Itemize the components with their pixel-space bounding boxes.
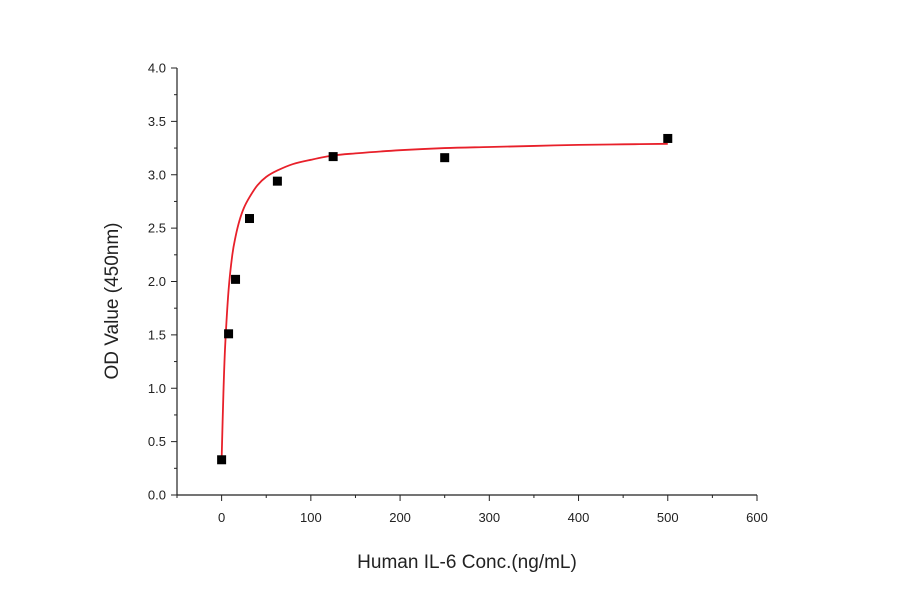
y-tick-label: 2.0 — [148, 274, 166, 289]
data-point — [217, 455, 227, 465]
data-point — [440, 153, 450, 163]
y-axis-title: OD Value (450nm) — [102, 223, 123, 380]
x-tick-label: 500 — [657, 510, 679, 525]
data-point — [663, 133, 673, 143]
x-tick-label: 600 — [746, 510, 768, 525]
y-tick-label: 4.0 — [148, 61, 166, 76]
ticks: 0 100 200 300 400 500 600 0.0 0.5 1.0 1.5 2.0 2.5 3.0… — [148, 61, 768, 526]
y-tick-label: 2.5 — [148, 221, 166, 236]
y-tick-label: 3.5 — [148, 114, 166, 129]
data-point — [272, 176, 282, 186]
y-tick-label: 0.5 — [148, 434, 166, 449]
y-tick-label: 1.5 — [148, 327, 166, 342]
x-axis-title: Human IL-6 Conc.(ng/mL) — [357, 552, 577, 573]
x-tick-label: 300 — [478, 510, 500, 525]
x-tick-label: 0 — [218, 510, 225, 525]
fit-curve-line — [220, 142, 668, 460]
x-tick-label: 200 — [389, 510, 411, 525]
data-point — [245, 214, 254, 224]
data-point — [231, 274, 241, 284]
y-tick-label: 1.0 — [148, 381, 166, 396]
data-point — [328, 152, 338, 162]
axes — [176, 68, 757, 496]
x-tick-label: 400 — [568, 510, 590, 525]
data-points-layer — [217, 133, 673, 465]
fit-curve-layer — [220, 142, 668, 460]
x-tick-label: 100 — [300, 510, 322, 525]
y-tick-label: 0.0 — [148, 488, 166, 503]
data-point — [224, 329, 234, 339]
y-tick-label: 3.0 — [148, 167, 166, 182]
